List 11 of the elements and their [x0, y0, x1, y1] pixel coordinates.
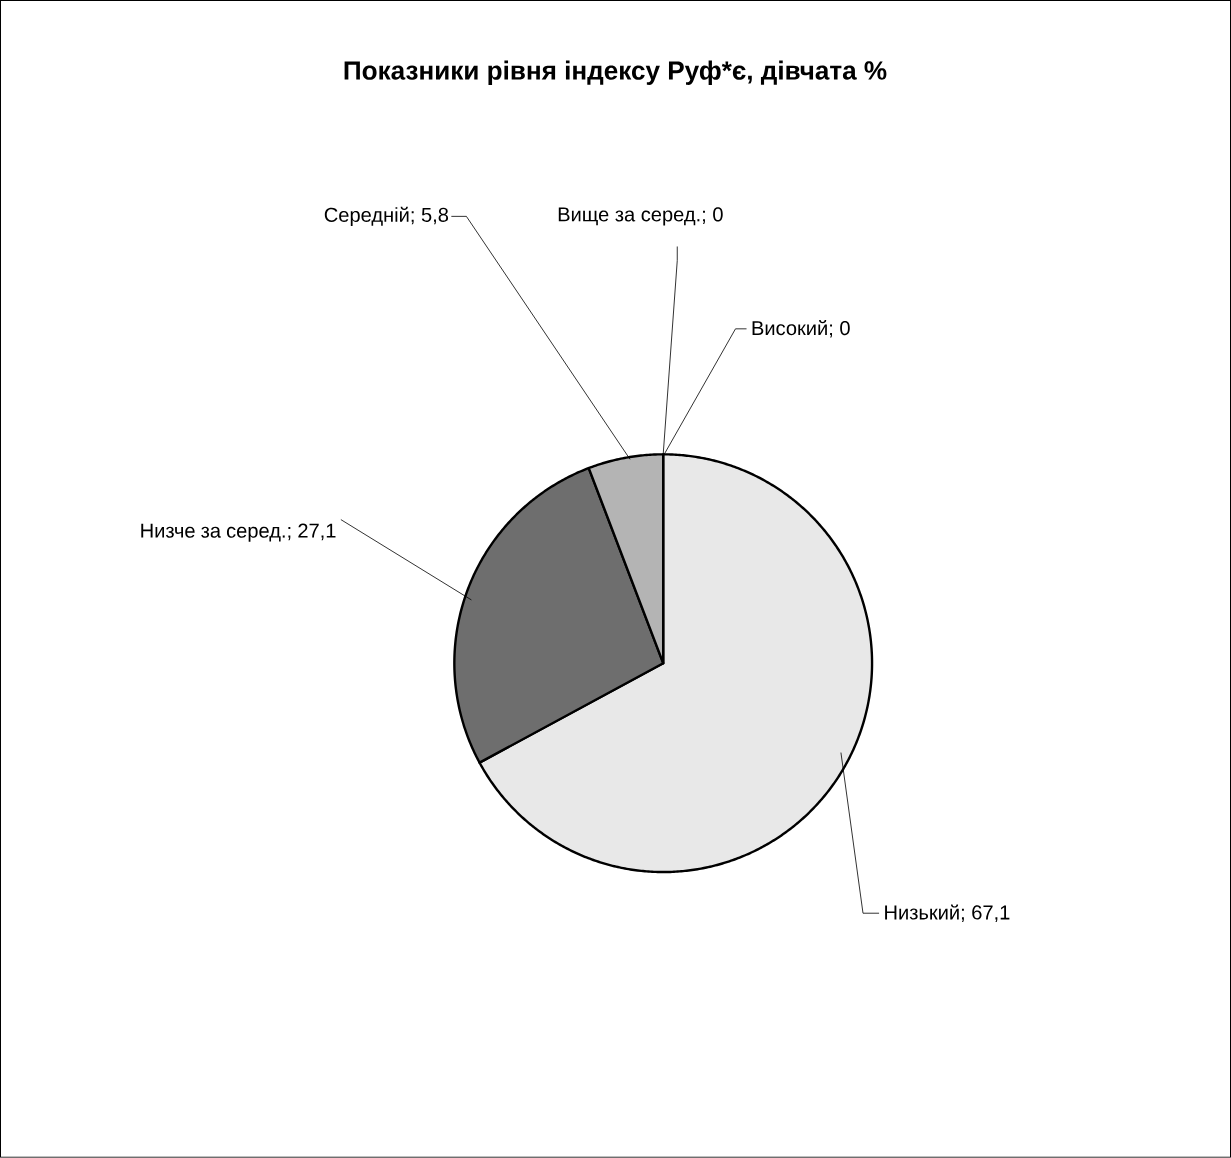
text: ; 0	[702, 207, 723, 225]
text: ; 0	[830, 321, 850, 338]
slice-label: Середній	[324, 206, 409, 227]
data-label: ; 67,1	[961, 905, 1010, 923]
category-label: Високий	[752, 320, 827, 336]
slice-label: Низький	[885, 904, 959, 920]
category-label: Вище за серед.	[558, 207, 700, 226]
data-label: ; 27,1	[288, 523, 336, 541]
slice-label: Низче за серед.	[141, 523, 285, 542]
data-label: ; 5,8	[411, 207, 449, 225]
chart-title: Показники рівня індексу Руф*є, дівчата %	[344, 60, 887, 86]
